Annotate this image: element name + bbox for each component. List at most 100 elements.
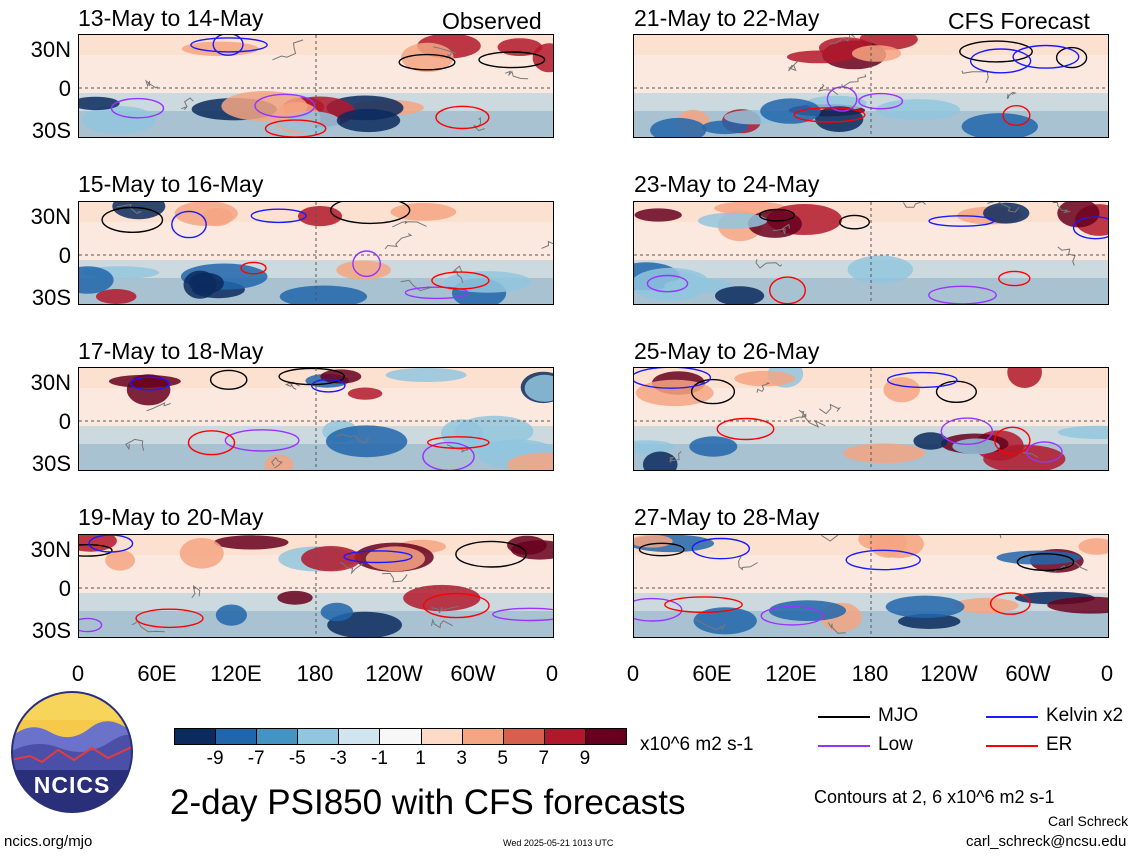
coastline — [788, 60, 799, 72]
colorbar-label: -9 — [206, 748, 224, 769]
coastline — [738, 555, 758, 571]
coastline — [504, 70, 529, 80]
contour-low — [352, 250, 381, 278]
anomaly-blob — [701, 120, 749, 135]
contour-er — [431, 271, 490, 290]
y-tick-0: 0 — [58, 576, 71, 601]
contour-kelvin — [886, 371, 958, 389]
contour-er — [989, 592, 1031, 615]
anomaly-blob — [898, 613, 961, 629]
coastline — [1006, 91, 1017, 100]
anomaly-blob — [1078, 538, 1108, 555]
contour-mjo — [638, 542, 685, 557]
colorbar-swatch — [584, 728, 627, 745]
contour-mjo — [959, 40, 1033, 63]
author-email[interactable]: carl_schreck@ncsu.edu — [966, 833, 1127, 850]
x-tick-180: 180 — [851, 661, 889, 686]
contour-low — [110, 97, 165, 119]
panel-title-8: 27-May to 28-May — [634, 504, 820, 530]
y-tick-0: 0 — [58, 243, 71, 268]
colorbar-swatch — [461, 728, 504, 745]
contour-er — [135, 608, 204, 629]
x-tick-180: 180 — [296, 661, 334, 686]
coastline — [668, 451, 682, 463]
anomaly-blob — [336, 260, 391, 280]
x-tick-120e: 120E — [765, 661, 817, 686]
legend-line-er — [986, 745, 1038, 747]
anomaly-blob — [689, 436, 738, 457]
colorbar-swatch — [297, 728, 340, 745]
map-panel-7 — [78, 534, 554, 638]
x-tick-60e: 60E — [137, 661, 177, 686]
contour-er — [264, 119, 327, 137]
ncics-logo: NCICS — [10, 690, 134, 814]
y-tick-30n: 30N — [30, 37, 71, 62]
colorbar-label: 5 — [497, 748, 508, 769]
contour-kelvin — [691, 537, 751, 560]
anomaly-blob — [444, 271, 532, 293]
contour-mjo — [330, 202, 411, 225]
anomaly-blob — [760, 98, 821, 124]
x-tick-60w: 60W — [1005, 661, 1051, 686]
anomaly-blob — [403, 584, 481, 612]
contour-low — [634, 597, 683, 622]
contour-low — [760, 606, 824, 626]
contour-low — [254, 93, 316, 119]
coastline — [384, 233, 413, 250]
contour-low — [224, 429, 300, 452]
website-link[interactable]: ncics.org/mjo — [4, 833, 93, 850]
panel-title-2: 21-May to 22-May — [634, 5, 820, 31]
coastline — [125, 438, 145, 451]
colorbar-label: -3 — [329, 748, 347, 769]
colorbar-label: -7 — [247, 748, 265, 769]
anomaly-blob — [953, 597, 1019, 614]
anomaly-blob — [843, 443, 925, 464]
contour-er — [435, 105, 490, 130]
legend-line-mjo — [818, 716, 870, 718]
colorbar-swatch — [502, 728, 545, 745]
coastline — [131, 620, 165, 633]
map-panel-2 — [633, 34, 1109, 138]
units-label: x10^6 m2 s-1 — [640, 734, 754, 755]
anomaly-blob — [876, 99, 960, 121]
anomaly-blob — [474, 441, 537, 455]
legend-line-kelvin — [986, 716, 1038, 718]
anomaly-blob — [885, 595, 965, 618]
coastline — [1057, 246, 1076, 266]
anomaly-blob — [983, 444, 1066, 470]
anomaly-blob — [497, 38, 543, 56]
colorbar-label: 9 — [579, 748, 591, 769]
ncics-logo-graphic — [11, 691, 133, 813]
contour-kelvin — [928, 215, 995, 227]
coastline — [772, 223, 790, 235]
coastline — [819, 403, 842, 415]
colorbar-label: -1 — [371, 748, 388, 769]
anomaly-blob — [320, 602, 353, 622]
contour-er — [998, 270, 1031, 287]
panel-title-3: 15-May to 16-May — [78, 171, 264, 197]
anomaly-blob — [336, 108, 401, 133]
contour-mjo — [758, 208, 796, 222]
contour-kelvin — [343, 550, 413, 564]
map-panel-4 — [633, 201, 1109, 305]
panel-title-5: 17-May to 18-May — [78, 338, 264, 364]
contour-er — [793, 107, 866, 123]
contour-low — [940, 417, 993, 445]
contour-low — [1026, 441, 1063, 463]
contour-mjo — [455, 540, 527, 568]
coastline — [271, 456, 283, 469]
contour-kelvin — [634, 368, 712, 389]
coastline — [181, 97, 194, 111]
map-panel-3 — [78, 201, 554, 305]
anomaly-blob — [524, 374, 553, 402]
anomaly-blob — [961, 113, 1038, 137]
anomaly-blob — [1057, 425, 1108, 439]
anomaly-blob — [264, 454, 294, 470]
y-tick-30n: 30N — [30, 204, 71, 229]
coastline — [541, 240, 553, 249]
y-tick-30n: 30N — [30, 537, 71, 562]
coastline — [146, 402, 171, 412]
y-tick-30n: 30N — [30, 370, 71, 395]
anomaly-blob — [634, 535, 673, 548]
coastline — [144, 79, 158, 89]
